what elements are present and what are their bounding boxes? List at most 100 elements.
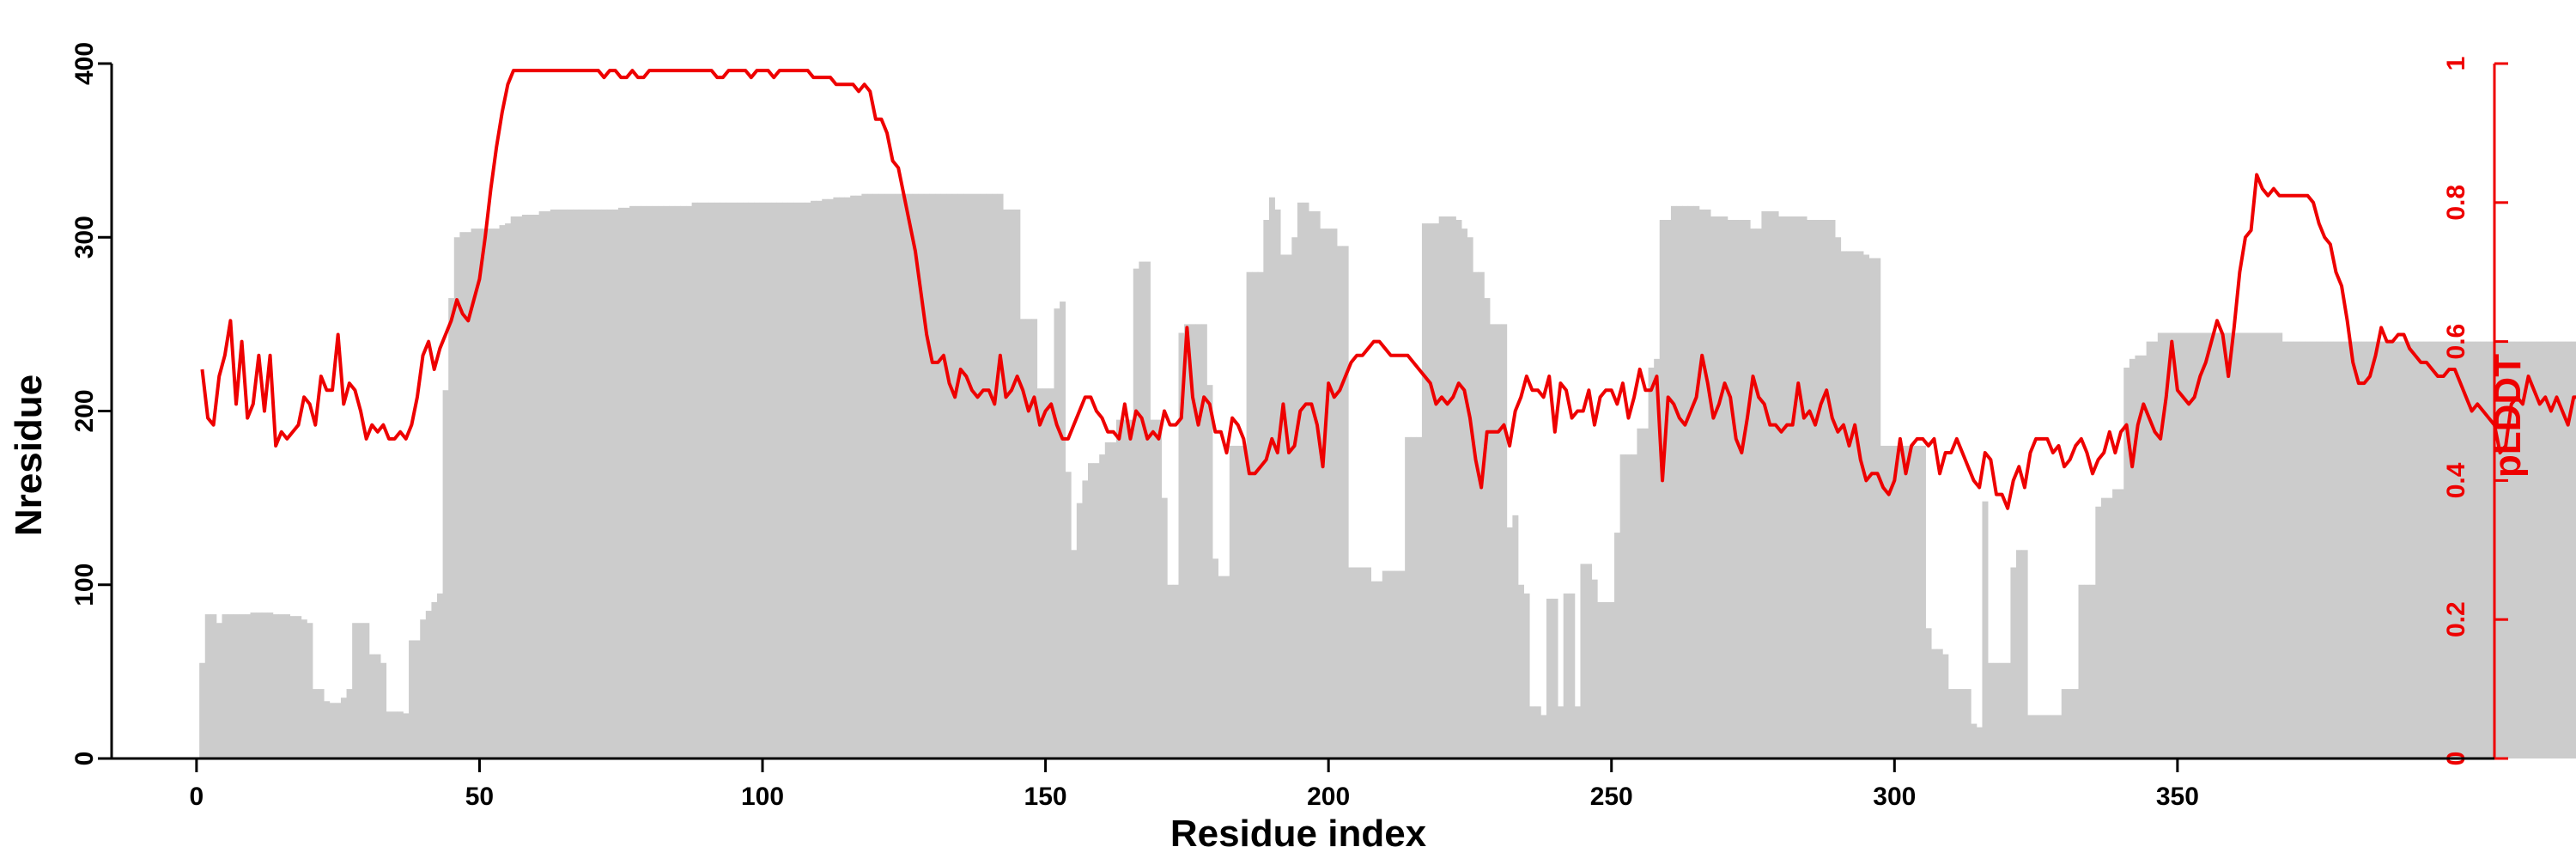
- nresidue-bar: [1558, 706, 1564, 758]
- nresidue-bar: [866, 193, 873, 758]
- nresidue-bar: [2338, 341, 2345, 758]
- nresidue-bar: [1897, 445, 1904, 758]
- nresidue-bar: [2548, 341, 2555, 758]
- nresidue-bar: [2032, 715, 2039, 758]
- nresidue-bar: [397, 711, 404, 758]
- nresidue-bar: [1682, 205, 1689, 759]
- nresidue-bar: [1704, 209, 1711, 758]
- nresidue-bar: [2237, 332, 2244, 758]
- nresidue-bar: [2423, 341, 2430, 758]
- nresidue-bar: [2095, 506, 2102, 758]
- nresidue-bar: [1546, 598, 1552, 758]
- nresidue-bar: [2061, 689, 2068, 758]
- nresidue-bar: [1133, 268, 1139, 758]
- nresidue-bar: [629, 205, 636, 759]
- nresidue-bar: [1025, 319, 1032, 758]
- nresidue-bar: [1648, 367, 1655, 758]
- nresidue-bar: [1405, 436, 1412, 758]
- nresidue-bar: [1903, 445, 1910, 758]
- nresidue-bar: [2321, 341, 2328, 758]
- nresidue-bar: [1619, 454, 1626, 758]
- y-axis-left: 0 100 200 300 400: [70, 42, 113, 765]
- nresidue-bar: [2310, 341, 2317, 758]
- nresidue-bar: [1274, 209, 1281, 758]
- nresidue-bar: [1280, 254, 1287, 759]
- nresidue-bar: [1382, 570, 1388, 758]
- nresidue-bar: [754, 202, 761, 759]
- nresidue-bar: [2016, 550, 2023, 758]
- nresidue-bar: [2445, 341, 2452, 758]
- nresidue-bar: [2508, 341, 2515, 758]
- nresidue-bar: [1942, 654, 1949, 758]
- x-tick-label: 100: [741, 783, 784, 811]
- nresidue-bar: [686, 205, 693, 759]
- nresidue-bar: [1812, 220, 1819, 758]
- nresidue-bar: [499, 225, 506, 759]
- nresidue-bar: [946, 193, 953, 758]
- nresidue-bar: [1642, 428, 1649, 758]
- nresidue-bar: [448, 298, 455, 758]
- nresidue-bar: [1971, 723, 1978, 758]
- nresidue-bar: [578, 209, 585, 758]
- nresidue-bar: [1925, 628, 1932, 758]
- nresidue-bar: [2174, 332, 2181, 758]
- nresidue-bar: [2196, 332, 2203, 758]
- nresidue-bar: [1727, 220, 1734, 758]
- y-tick-label-left: 400: [70, 42, 99, 85]
- nresidue-bar: [2089, 584, 2096, 758]
- nresidue-bar: [278, 614, 285, 758]
- nresidue-bar: [1534, 706, 1541, 758]
- nresidue-bar: [1597, 601, 1604, 758]
- nresidue-bar: [521, 214, 528, 758]
- nresidue-bar: [2543, 341, 2549, 758]
- nresidue-bar: [929, 193, 936, 758]
- nresidue-bar: [1501, 324, 1508, 759]
- nresidue-bar: [1399, 570, 1406, 758]
- nresidue-bar: [199, 662, 206, 758]
- nresidue-bar: [1370, 581, 1377, 758]
- nresidue-bar: [822, 198, 829, 758]
- nresidue-bar: [1569, 593, 1576, 758]
- nresidue-bar: [1591, 579, 1598, 758]
- nresidue-bar: [702, 202, 709, 759]
- nresidue-bar: [1490, 324, 1497, 759]
- nresidue-bar: [1172, 584, 1179, 758]
- nresidue-bar: [935, 193, 942, 758]
- nresidue-bar: [1235, 445, 1242, 758]
- nresidue-bar: [907, 193, 914, 758]
- nresidue-bar: [975, 193, 981, 758]
- nresidue-bar: [1789, 216, 1796, 759]
- nresidue-bar: [986, 193, 993, 758]
- nresidue-bar: [2100, 497, 2107, 759]
- nresidue-bar: [816, 200, 823, 758]
- nresidue-bar: [2395, 341, 2402, 758]
- nresidue-bar: [1693, 205, 1700, 759]
- nresidue-bar: [1359, 567, 1366, 758]
- nresidue-bar: [2021, 550, 2028, 758]
- nresidue-bar: [352, 623, 359, 758]
- nresidue-bar: [340, 698, 347, 758]
- nresidue-bar: [216, 623, 222, 758]
- nresidue-bar: [1755, 228, 1762, 758]
- nresidue-bar: [1309, 210, 1315, 758]
- nresidue-bar: [1835, 237, 1842, 758]
- nresidue-bar: [392, 711, 398, 758]
- nresidue-bar: [991, 193, 998, 758]
- nresidue-bar: [2565, 341, 2572, 758]
- nresidue-bar: [714, 202, 720, 759]
- nresidue-bar: [2180, 332, 2187, 758]
- nresidue-bar: [1104, 442, 1111, 758]
- nresidue-bar: [301, 619, 307, 758]
- nresidue-bar: [2259, 332, 2266, 758]
- y-axis-title-right: pLDDT: [2487, 354, 2529, 478]
- nresidue-bar: [878, 193, 885, 758]
- nresidue-bar: [872, 193, 879, 758]
- nresidue-bar: [861, 193, 868, 758]
- nresidue-bar: [2276, 332, 2283, 758]
- nresidue-bar: [374, 654, 381, 758]
- nresidue-bar: [250, 612, 257, 758]
- nresidue-bar: [307, 623, 313, 758]
- nresidue-bar: [2168, 332, 2175, 758]
- nresidue-bar: [2152, 341, 2159, 758]
- y-tick-label-left: 200: [70, 389, 99, 432]
